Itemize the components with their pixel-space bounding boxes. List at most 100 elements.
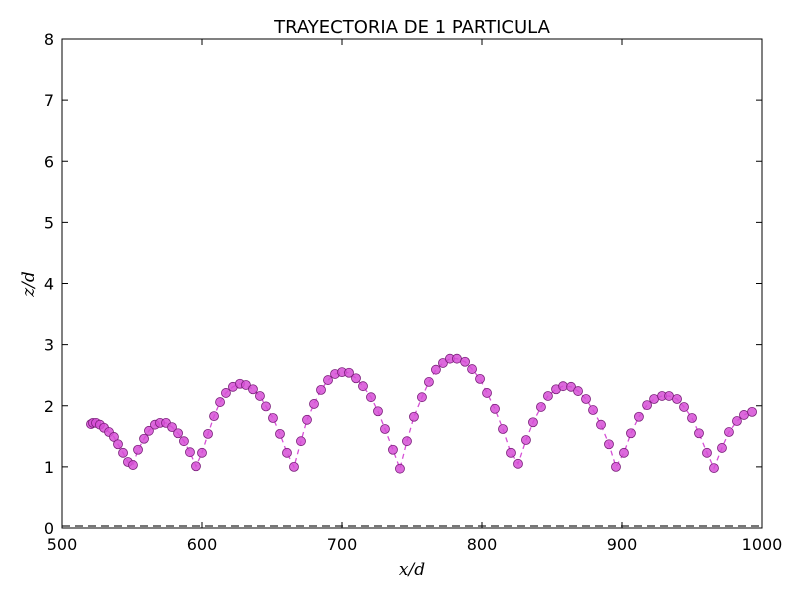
particle-point (351, 373, 361, 384)
particle-point (409, 411, 419, 422)
y-tick-label: 2 (44, 397, 54, 416)
y-tick-label: 5 (44, 213, 54, 232)
particle-point (109, 432, 119, 442)
particle-point (191, 461, 201, 472)
particle-point (113, 439, 123, 450)
particle-point (679, 402, 689, 412)
particle-point (490, 403, 500, 414)
particle-point (702, 447, 712, 458)
y-tick-label: 3 (44, 336, 54, 355)
particle-point (438, 358, 448, 368)
plot-frame (61, 38, 763, 529)
y-tick-label: 0 (44, 519, 54, 538)
particle-point (268, 413, 278, 423)
particle-point (611, 461, 621, 472)
particle-point (215, 397, 225, 407)
x-axis-label: x/d (399, 560, 425, 580)
particle-point (596, 419, 606, 430)
particle-point (373, 406, 383, 417)
particle-point (179, 436, 189, 447)
chart-title: TRAYECTORIA DE 1 PARTICULA (273, 17, 550, 38)
particle-point (431, 364, 441, 375)
particle-point (395, 463, 405, 474)
x-tick-label: 500 (47, 535, 78, 554)
particle-point (282, 447, 292, 458)
particle-point (139, 433, 149, 444)
particle-point (128, 460, 138, 470)
particle-point (672, 394, 682, 404)
particle-point (739, 410, 749, 420)
particle-point (417, 392, 427, 403)
particle-point (358, 381, 368, 392)
particle-point (536, 402, 546, 412)
particle-point (521, 435, 531, 445)
particle-point (467, 364, 477, 374)
particle-point (275, 428, 285, 439)
particle-point (197, 447, 207, 458)
particle-point (482, 388, 492, 398)
particle-point (167, 422, 177, 433)
particle-point (604, 439, 614, 450)
particle-point (248, 384, 258, 395)
particle-point (173, 428, 183, 439)
particle-point (323, 375, 333, 385)
particle-point (581, 394, 591, 404)
particle-point (694, 428, 704, 439)
x-tick-label: 1000 (742, 535, 783, 554)
particle-point (380, 424, 390, 434)
y-tick-label: 7 (44, 91, 54, 110)
particle-point (475, 373, 485, 384)
x-tick-label: 600 (187, 535, 218, 554)
particle-point (460, 356, 470, 367)
particle-point (366, 392, 376, 403)
y-tick-label: 6 (44, 152, 54, 171)
particle-point (619, 447, 629, 458)
particle-point (255, 391, 265, 401)
particle-point (687, 413, 697, 423)
particle-point (261, 401, 271, 412)
particle-point (626, 428, 636, 439)
particle-point (388, 444, 398, 455)
particle-point (309, 399, 319, 409)
particle-point (528, 417, 538, 428)
particle-point (709, 463, 719, 473)
particle-point (118, 447, 128, 458)
particle-point (452, 353, 462, 364)
particle-point (498, 424, 508, 434)
particle-point (241, 380, 251, 390)
y-tick-label: 1 (44, 458, 54, 477)
particle-point (634, 411, 644, 422)
particle-point (296, 436, 306, 447)
x-tick-label: 900 (607, 535, 638, 554)
x-tick-label: 800 (467, 535, 498, 554)
particle-point (221, 388, 231, 398)
particle-point (402, 436, 412, 447)
x-tick-label: 700 (327, 535, 358, 554)
particle-point (566, 381, 576, 392)
particle-point (185, 447, 195, 458)
particle-point (424, 377, 434, 387)
y-tick-label: 8 (44, 30, 54, 49)
particle-point (144, 425, 154, 436)
particle-point (717, 443, 727, 453)
particle-point (203, 428, 213, 439)
particle-point (209, 411, 219, 422)
particle-point (543, 391, 553, 401)
particle-point (732, 416, 742, 426)
particle-point (588, 405, 598, 415)
particle-point (289, 461, 299, 472)
particle-point (506, 447, 516, 458)
particle-point (344, 367, 354, 378)
particle-point (316, 384, 326, 395)
y-tick-label: 4 (44, 275, 54, 294)
particle-point (642, 400, 652, 411)
particle-point (133, 444, 143, 455)
particle-point (513, 458, 523, 469)
particle-point (724, 427, 734, 437)
particle-point (747, 406, 757, 417)
particle-point (302, 414, 312, 425)
y-axis-label: z/d (19, 271, 39, 298)
particle-point (573, 386, 583, 396)
